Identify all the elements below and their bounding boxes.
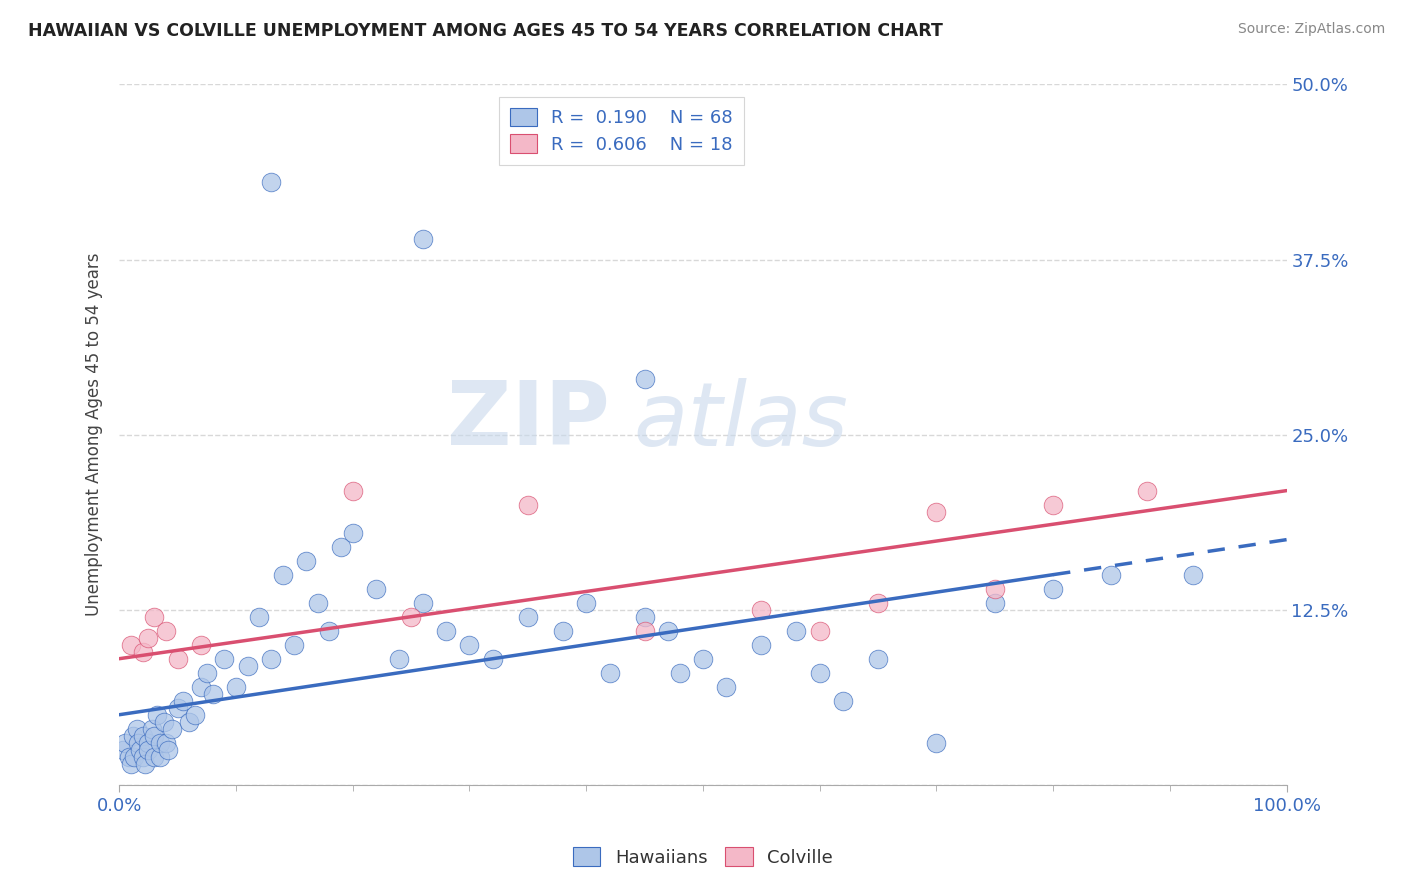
Point [184, 707, 207, 722]
Point [434, 624, 457, 638]
Point [925, 505, 948, 519]
Point [152, 714, 174, 729]
Point [1135, 483, 1157, 498]
Point [808, 624, 831, 638]
Point [785, 624, 807, 638]
Text: ZIP: ZIP [447, 377, 610, 464]
Point [149, 749, 172, 764]
Point [925, 736, 948, 750]
Point [412, 596, 434, 610]
Point [412, 231, 434, 245]
Point [399, 609, 422, 624]
Point [143, 609, 166, 624]
Point [318, 624, 340, 638]
Text: atlas: atlas [633, 377, 848, 464]
Point [127, 736, 149, 750]
Point [984, 596, 1007, 610]
Point [166, 651, 188, 665]
Point [125, 722, 148, 736]
Point [160, 722, 183, 736]
Point [138, 736, 160, 750]
Point [551, 624, 574, 638]
Point [117, 749, 139, 764]
Point [190, 680, 212, 694]
Point [866, 651, 889, 665]
Point [283, 638, 305, 652]
Point [122, 729, 145, 743]
Point [190, 638, 212, 652]
Point [330, 540, 353, 554]
Point [124, 749, 146, 764]
Point [633, 624, 655, 638]
Point [131, 749, 153, 764]
Point [1182, 567, 1205, 582]
Point [260, 176, 283, 190]
Legend: R =  0.190    N = 68, R =  0.606    N = 18: R = 0.190 N = 68, R = 0.606 N = 18 [499, 97, 744, 164]
Point [458, 638, 481, 652]
Legend: Hawaiians, Colville: Hawaiians, Colville [567, 840, 839, 874]
Point [482, 651, 505, 665]
Point [342, 483, 364, 498]
Point [342, 525, 364, 540]
Point [166, 700, 188, 714]
Point [271, 567, 294, 582]
Point [172, 694, 194, 708]
Point [120, 638, 142, 652]
Point [716, 680, 738, 694]
Point [808, 665, 831, 680]
Point [307, 596, 329, 610]
Point [141, 722, 163, 736]
Point [749, 638, 772, 652]
Point [516, 498, 538, 512]
Point [155, 736, 177, 750]
Point [134, 756, 156, 771]
Point [143, 749, 166, 764]
Point [145, 707, 167, 722]
Point [236, 658, 259, 673]
Point [157, 743, 180, 757]
Point [149, 736, 172, 750]
Point [138, 743, 160, 757]
Point [633, 609, 655, 624]
Point [575, 596, 598, 610]
Point [111, 743, 134, 757]
Point [120, 756, 142, 771]
Point [214, 651, 236, 665]
Point [832, 694, 855, 708]
Point [138, 631, 160, 645]
Y-axis label: Unemployment Among Ages 45 to 54 years: Unemployment Among Ages 45 to 54 years [86, 252, 103, 616]
Point [599, 665, 621, 680]
Point [131, 645, 153, 659]
Point [247, 609, 270, 624]
Point [1042, 582, 1064, 596]
Point [866, 596, 889, 610]
Point [225, 680, 247, 694]
Point [131, 729, 153, 743]
Point [668, 665, 690, 680]
Point [143, 729, 166, 743]
Point [749, 602, 772, 616]
Point [1101, 567, 1123, 582]
Point [633, 371, 655, 385]
Point [692, 651, 714, 665]
Point [1042, 498, 1064, 512]
Point [201, 687, 224, 701]
Point [155, 624, 177, 638]
Text: Source: ZipAtlas.com: Source: ZipAtlas.com [1237, 22, 1385, 37]
Point [516, 609, 538, 624]
Point [364, 582, 387, 596]
Point [984, 582, 1007, 596]
Point [179, 714, 201, 729]
Point [388, 651, 411, 665]
Point [114, 736, 136, 750]
Point [195, 665, 218, 680]
Point [129, 743, 152, 757]
Point [657, 624, 679, 638]
Text: HAWAIIAN VS COLVILLE UNEMPLOYMENT AMONG AGES 45 TO 54 YEARS CORRELATION CHART: HAWAIIAN VS COLVILLE UNEMPLOYMENT AMONG … [28, 22, 943, 40]
Point [295, 554, 318, 568]
Point [260, 651, 283, 665]
